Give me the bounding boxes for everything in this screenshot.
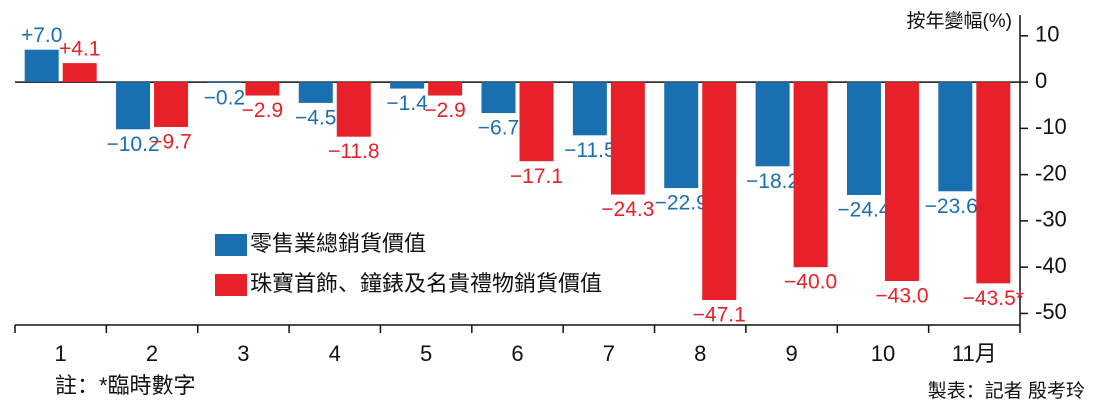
value-label: −1.4 [386, 92, 428, 115]
value-label: −18.2 [746, 170, 799, 193]
value-label: −4.5 [295, 106, 336, 129]
bar [336, 82, 371, 137]
x-tick-label: 6 [511, 341, 523, 366]
x-tick-label: 10 [871, 341, 895, 366]
value-label: +4.1 [59, 38, 100, 61]
value-label: −0.2 [204, 87, 245, 110]
value-label: −2.9 [242, 99, 283, 122]
bar [154, 82, 189, 127]
y-tick-label: -10 [1035, 114, 1067, 139]
legend-swatch [215, 234, 247, 256]
legend-label: 零售業總銷貨價值 [250, 231, 426, 256]
bar [481, 82, 516, 114]
x-tick-label: 1 [55, 341, 67, 366]
y-tick-label: -50 [1035, 299, 1067, 324]
bar [976, 82, 1011, 284]
bar [245, 82, 280, 96]
bar [884, 82, 919, 282]
value-label: −22.9 [655, 192, 708, 215]
x-tick-label: 4 [329, 341, 341, 366]
value-label: −10.2 [106, 133, 159, 156]
y-tick-label: -20 [1035, 160, 1067, 185]
bar [428, 82, 463, 96]
value-label: −24.4 [837, 199, 890, 222]
bar [62, 63, 97, 83]
value-label: −9.7 [150, 131, 191, 154]
value-label: −11.5 [564, 139, 616, 162]
bar [755, 82, 790, 167]
x-tick-label: 2 [146, 341, 158, 366]
bar [572, 82, 607, 136]
value-label: −6.7 [478, 117, 519, 140]
bar [24, 49, 59, 83]
bar [207, 82, 242, 84]
y-tick-label: 0 [1035, 68, 1047, 93]
value-label: −24.3 [601, 198, 654, 221]
bar [116, 82, 151, 130]
y-tick-label: -30 [1035, 207, 1067, 232]
value-label: −17.1 [510, 165, 563, 188]
value-label: −43.0 [875, 285, 928, 308]
x-tick-label: 3 [237, 341, 249, 366]
value-label: −43.5* [963, 287, 1024, 310]
bar [702, 82, 737, 301]
bar [298, 82, 333, 103]
bar [793, 82, 828, 268]
value-label: −47.1 [693, 304, 746, 327]
y-tick-label: -40 [1035, 253, 1067, 278]
bar [846, 82, 881, 195]
y-axis-title: 按年變幅(%) [906, 10, 1012, 32]
value-label: −40.0 [784, 271, 837, 294]
x-tick-label: 8 [694, 341, 706, 366]
value-label: −23.6* [925, 195, 986, 218]
x-tick-label: 5 [420, 341, 432, 366]
y-tick-label: 10 [1035, 22, 1059, 47]
note: 註：*臨時數字 [55, 373, 196, 398]
bar [610, 82, 645, 195]
credit: 製表：記者 殷考玲 [928, 380, 1085, 402]
bar [519, 82, 554, 162]
value-label: −11.8 [328, 140, 380, 163]
bar [390, 82, 425, 89]
legend-swatch [215, 274, 247, 296]
bar [938, 82, 973, 192]
bar [664, 82, 699, 189]
x-tick-label: 9 [785, 341, 797, 366]
value-label: +7.0 [21, 24, 62, 47]
x-tick-label: 11月 [952, 341, 997, 366]
legend-label: 珠寶首飾、鐘錶及名貴禮物銷貨價值 [250, 271, 602, 296]
x-tick-label: 7 [603, 341, 615, 366]
value-label: −2.9 [424, 99, 465, 122]
